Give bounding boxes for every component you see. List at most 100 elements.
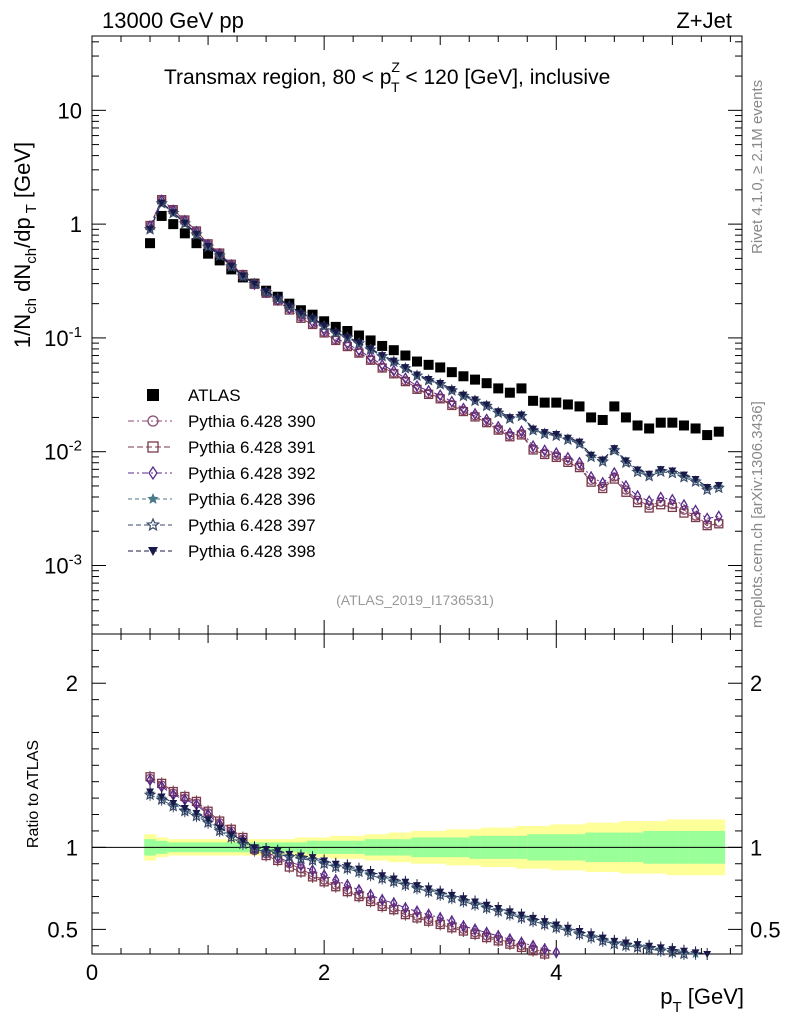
mc-point-main: [609, 474, 619, 484]
mc-point-main: [526, 423, 540, 436]
mc-point-main: [506, 427, 514, 440]
mc-point-main: [656, 491, 665, 504]
atlas-data-point: [365, 335, 376, 346]
mc-point-main: [390, 364, 398, 377]
y-axis-label-main: 1/Nch dNch/dp T [GeV]: [10, 142, 40, 348]
mc-point-main: [413, 371, 421, 379]
legend-marker: [147, 493, 159, 504]
atlas-data-point: [667, 417, 678, 428]
atlas-data-point: [191, 238, 202, 249]
mc-point-ratio: [146, 788, 155, 796]
legend-marker: [147, 389, 159, 401]
mc-point-main: [227, 262, 236, 270]
atlas-data-point: [655, 417, 666, 428]
mc-point-main: [712, 481, 725, 494]
mc-point-main: [343, 333, 352, 341]
mc-point-ratio: [656, 944, 665, 952]
mc-point-ratio: [262, 845, 271, 853]
mc-point-main: [436, 380, 445, 388]
legend: ATLAS Pythia 6.428 390 Pythia 6.428 391 Pyt…: [128, 386, 316, 561]
mc-point-ratio: [506, 932, 514, 946]
mc-point-main: [690, 512, 701, 523]
mc-point-main: [598, 483, 608, 494]
mc-point-main: [622, 479, 630, 493]
mc-point-main: [423, 389, 434, 400]
atlas-data-point: [620, 412, 631, 423]
mc-point-main: [540, 429, 549, 437]
y-tick-label-main: 10-3: [44, 551, 82, 578]
mc-point-main: [564, 451, 572, 465]
legend-label: Pythia 6.428 397: [188, 516, 316, 535]
mc-point-main: [642, 469, 656, 482]
mc-point-main: [215, 251, 224, 259]
ratio-uncertainty-bands: [92, 819, 742, 876]
atlas-data-point: [678, 420, 689, 431]
mc-point-main: [366, 351, 375, 364]
mc-point-ratio: [204, 816, 213, 824]
mc-point-ratio: [552, 921, 561, 929]
mc-point-main: [621, 487, 631, 497]
mc-point-main: [505, 414, 514, 422]
atlas-data-point: [562, 399, 573, 410]
mc-point-main: [400, 376, 411, 387]
mc-point-main: [458, 406, 469, 417]
mc-point-main: [413, 379, 421, 393]
x-axis-label: pT [GeV]: [660, 984, 744, 1016]
mc-point-main: [586, 477, 596, 487]
atlas-data-point: [400, 350, 411, 361]
atlas-data-point: [388, 345, 399, 356]
mc-point-main: [598, 476, 607, 490]
mc-point-ratio: [389, 875, 398, 883]
mc-point-main: [482, 401, 491, 409]
mc-point-main: [459, 402, 468, 415]
y-tick-label-main: 10-1: [44, 324, 82, 351]
mc-point-ratio: [273, 847, 282, 855]
legend-marker: [148, 465, 158, 481]
mc-point-ratio: [227, 831, 236, 839]
mc-point-ratio: [471, 923, 479, 936]
mc-point-ratio: [157, 793, 166, 801]
mc-point-ratio: [343, 878, 352, 892]
mc-point-main: [378, 352, 387, 360]
y-tick-label-ratio-right: 0.5: [750, 917, 781, 942]
mc-point-main: [700, 483, 714, 496]
series-line-ratio: [149, 794, 685, 955]
mc-point-main: [666, 466, 679, 479]
mc-point-main: [645, 470, 654, 478]
mc-point-ratio: [331, 873, 340, 887]
mc-point-ratio: [529, 914, 538, 922]
mc-point-main: [146, 225, 155, 233]
mc-point-ratio: [610, 937, 619, 945]
mc-point-ratio: [517, 911, 526, 919]
mc-point-main: [619, 456, 633, 469]
mc-point-main: [575, 456, 584, 469]
mc-point-main: [714, 519, 724, 529]
mc-point-main: [550, 429, 563, 442]
mc-point-main: [656, 500, 666, 510]
mc-point-main: [377, 363, 387, 373]
plot-title: Transmax region, 80 < pZ T < 120 [GeV], i…: [164, 59, 610, 95]
mc-point-main: [680, 498, 688, 512]
mc-point-main: [668, 467, 677, 475]
atlas-data-point: [690, 423, 701, 434]
mc-point-ratio: [343, 862, 352, 870]
mc-point-main: [494, 408, 503, 416]
mc-point-main: [308, 314, 317, 322]
process-label: Z+Jet: [676, 8, 732, 33]
mc-point-main: [702, 520, 712, 531]
mc-point-main: [575, 438, 584, 446]
legend-label: Pythia 6.428 391: [188, 438, 316, 457]
mc-point-main: [157, 199, 166, 207]
mc-point-main: [493, 425, 503, 435]
atlas-data-point: [713, 426, 724, 437]
mc-point-main: [447, 386, 456, 394]
mc-point-ratio: [413, 882, 421, 890]
mc-point-ratio: [482, 901, 491, 909]
mc-point-ratio: [668, 946, 677, 954]
mc-point-ratio: [540, 918, 549, 926]
ratio-panel-frame: [91, 633, 743, 955]
y-tick-label-ratio: 1: [66, 835, 78, 860]
atlas-data-point: [493, 383, 504, 394]
mc-point-main: [448, 395, 456, 408]
